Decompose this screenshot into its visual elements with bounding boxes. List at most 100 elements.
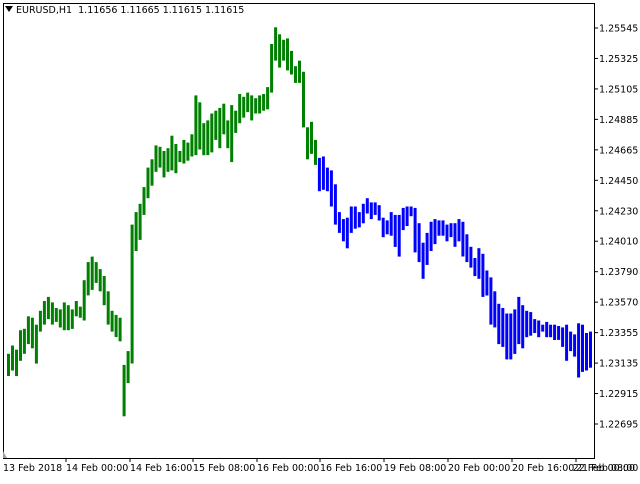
price-bar bbox=[565, 324, 569, 361]
chart-header: EURUSD,H1 1.11656 1.11665 1.11615 1.1161… bbox=[5, 5, 244, 16]
price-bar bbox=[485, 270, 489, 296]
price-bar bbox=[114, 314, 118, 338]
price-bar bbox=[198, 102, 202, 150]
price-bar bbox=[329, 170, 333, 207]
price-bar bbox=[333, 184, 337, 225]
x-tick-label: 16 Feb 16:00 bbox=[320, 463, 382, 474]
price-bar bbox=[509, 313, 513, 360]
price-bar bbox=[449, 223, 453, 238]
price-bar bbox=[258, 95, 262, 114]
price-bar bbox=[78, 306, 82, 318]
price-bar bbox=[22, 328, 26, 354]
price-bar bbox=[389, 212, 393, 236]
x-tick-label: 14 Feb 00:00 bbox=[66, 463, 128, 474]
price-bar bbox=[74, 301, 78, 317]
price-bar bbox=[166, 148, 170, 172]
price-bar bbox=[405, 206, 409, 226]
price-bar bbox=[589, 331, 592, 368]
y-tick-label: 1.25105 bbox=[599, 84, 638, 95]
price-bar bbox=[90, 256, 94, 290]
price-bar bbox=[473, 258, 477, 277]
price-bar bbox=[341, 219, 345, 242]
price-bar bbox=[158, 146, 162, 168]
price-bar bbox=[529, 312, 533, 336]
price-bar bbox=[238, 94, 242, 124]
price-bar bbox=[497, 303, 501, 345]
price-bar bbox=[266, 87, 270, 110]
y-tick-label: 1.23135 bbox=[599, 359, 638, 370]
price-bar bbox=[393, 214, 397, 247]
price-bar bbox=[302, 71, 305, 128]
price-axis: 1.25545 1.25325 1.25105 1.24885 1.24665 1.244… bbox=[594, 24, 638, 431]
price-bar bbox=[469, 246, 473, 268]
price-bar bbox=[282, 39, 286, 61]
price-bar bbox=[290, 50, 293, 75]
price-bar bbox=[254, 98, 258, 114]
price-bars bbox=[7, 27, 592, 417]
price-bar bbox=[126, 351, 130, 384]
price-bar bbox=[182, 139, 186, 164]
price-bar bbox=[86, 262, 90, 296]
chart-title: EURUSD,H1 bbox=[16, 5, 73, 16]
price-bar bbox=[353, 206, 357, 229]
price-bar bbox=[373, 202, 377, 215]
price-bar bbox=[397, 214, 401, 257]
price-bar bbox=[206, 120, 210, 156]
price-bar bbox=[437, 220, 441, 236]
price-bar bbox=[377, 205, 381, 221]
price-bar bbox=[250, 95, 254, 121]
price-bar bbox=[401, 207, 405, 231]
price-bar bbox=[170, 135, 174, 171]
plot-frame bbox=[3, 3, 595, 459]
y-tick-label: 1.22915 bbox=[599, 389, 638, 400]
price-bar bbox=[46, 296, 50, 320]
price-bar bbox=[537, 320, 541, 338]
y-tick-label: 1.23790 bbox=[599, 267, 638, 278]
price-bar bbox=[174, 144, 178, 174]
price-bar bbox=[106, 291, 110, 325]
price-bar bbox=[194, 95, 198, 156]
collapse-triangle-icon[interactable] bbox=[5, 6, 13, 12]
price-bar bbox=[210, 113, 214, 153]
price-bar bbox=[417, 223, 421, 263]
price-bar bbox=[525, 310, 529, 338]
y-tick-label: 1.23355 bbox=[599, 328, 638, 339]
price-bar bbox=[98, 269, 102, 292]
price-bar bbox=[130, 224, 134, 364]
price-bar bbox=[557, 326, 561, 340]
price-bar bbox=[489, 277, 493, 325]
price-bar bbox=[357, 212, 361, 228]
price-bar bbox=[154, 145, 158, 172]
price-bar bbox=[150, 159, 154, 186]
price-bar bbox=[314, 139, 317, 165]
price-bar bbox=[433, 219, 437, 245]
y-tick-label: 1.24665 bbox=[599, 145, 638, 156]
price-bar bbox=[517, 296, 521, 345]
price-bar bbox=[365, 198, 369, 214]
price-bar bbox=[278, 34, 282, 68]
price-bar bbox=[226, 120, 230, 149]
price-bar bbox=[50, 302, 54, 325]
y-tick-label: 1.24450 bbox=[599, 176, 638, 187]
price-bar bbox=[186, 142, 190, 161]
x-tick-label: 21 Feb 08:00 bbox=[576, 463, 638, 474]
y-tick-label: 1.25325 bbox=[599, 54, 638, 65]
price-bar bbox=[294, 66, 297, 83]
price-bar bbox=[501, 308, 505, 347]
x-tick-label: 13 Feb 2018 bbox=[3, 463, 62, 474]
price-bar bbox=[11, 345, 14, 371]
scroll-marker-icon bbox=[3, 451, 7, 458]
price-bar bbox=[42, 301, 46, 325]
price-bar bbox=[561, 327, 565, 347]
y-tick-label: 1.24230 bbox=[599, 206, 638, 217]
price-bar bbox=[429, 221, 433, 251]
price-bar bbox=[465, 234, 469, 263]
price-bar bbox=[138, 203, 142, 240]
price-bar bbox=[421, 242, 425, 279]
x-tick-label: 14 Feb 16:00 bbox=[130, 463, 192, 474]
price-bar bbox=[270, 44, 274, 93]
price-bar bbox=[310, 121, 313, 154]
price-bar bbox=[445, 224, 449, 242]
